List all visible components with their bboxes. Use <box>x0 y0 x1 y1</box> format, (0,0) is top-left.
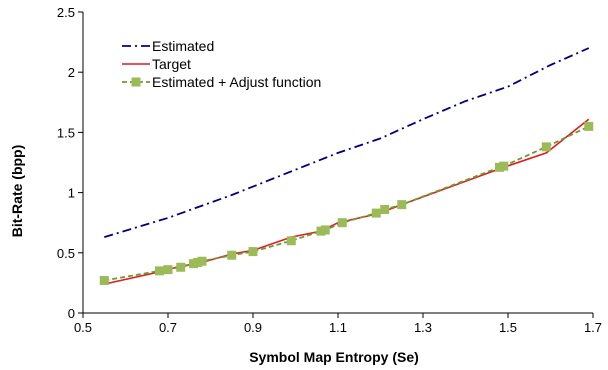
y-tick-label: 0 <box>68 306 75 321</box>
series-line <box>104 125 590 282</box>
data-point <box>499 161 509 171</box>
data-point <box>584 121 594 131</box>
legend: Estimated Target Estimated + Adjust functi… <box>122 38 321 90</box>
x-axis-label: Symbol Map Entropy (Se) <box>249 349 419 365</box>
y-tick-label: 1.5 <box>57 125 75 140</box>
y-tick-label: 2 <box>68 65 75 80</box>
x-tick-label: 0.9 <box>244 320 262 335</box>
legend-label: Estimated + Adjust function <box>152 74 321 90</box>
series-2 <box>104 118 590 285</box>
data-point <box>286 236 296 246</box>
data-point <box>155 266 164 276</box>
series-3 <box>99 121 594 285</box>
y-tick-label: 1 <box>68 186 75 201</box>
x-tick-label: 0.5 <box>74 320 92 335</box>
data-point <box>371 208 381 218</box>
legend-item: Target <box>122 56 191 72</box>
x-tick-label: 1.5 <box>499 320 517 335</box>
data-point <box>163 265 173 275</box>
series-layer <box>99 47 594 285</box>
x-tick-label: 1.3 <box>414 320 432 335</box>
x-tick-label: 1.7 <box>584 320 602 335</box>
y-tick-label: 0.5 <box>57 246 75 261</box>
axes: 0.5 0.7 0.9 1.1 1.3 1.5 1.700.511.522.5 <box>57 5 602 335</box>
data-point <box>337 218 347 228</box>
legend-label: Estimated <box>152 38 214 54</box>
data-point <box>176 262 186 272</box>
data-point <box>541 142 551 152</box>
series-line <box>104 118 590 285</box>
series-line <box>104 47 590 238</box>
data-point <box>397 200 407 210</box>
data-point <box>320 225 330 235</box>
data-point <box>197 256 207 266</box>
data-point <box>227 250 237 260</box>
x-tick-label: 0.7 <box>159 320 177 335</box>
y-tick-label: 2.5 <box>57 5 75 20</box>
x-tick-label: 1.1 <box>329 320 347 335</box>
legend-label: Target <box>152 56 191 72</box>
data-point <box>380 204 390 214</box>
legend-marker <box>131 77 141 87</box>
series-1 <box>104 47 590 238</box>
data-point <box>248 247 258 257</box>
data-point <box>99 275 109 285</box>
legend-item: Estimated + Adjust function <box>122 74 321 90</box>
legend-item: Estimated <box>122 38 214 54</box>
y-axis-label: Bit-Rate (bpp) <box>9 145 25 238</box>
